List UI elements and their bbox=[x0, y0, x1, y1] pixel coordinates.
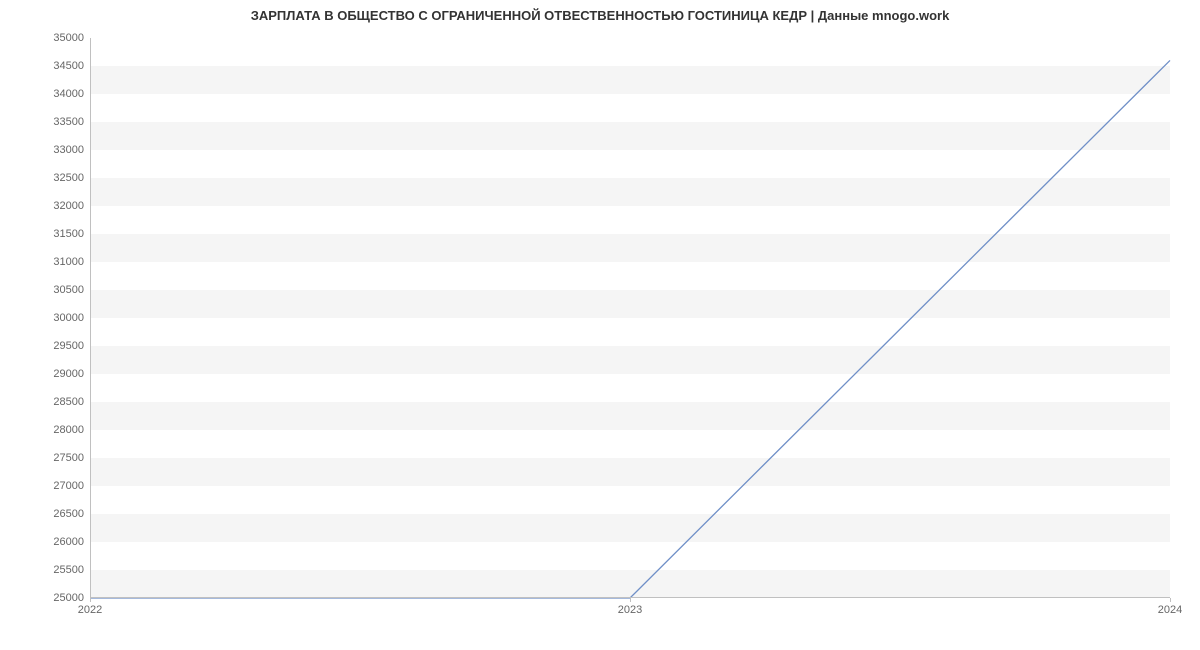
y-tick-label: 32000 bbox=[53, 200, 90, 212]
y-tick-label: 31500 bbox=[53, 228, 90, 240]
y-tick-label: 32500 bbox=[53, 172, 90, 184]
y-tick-label: 29500 bbox=[53, 340, 90, 352]
salary-line-chart: ЗАРПЛАТА В ОБЩЕСТВО С ОГРАНИЧЕННОЙ ОТВЕС… bbox=[0, 0, 1200, 650]
y-tick-label: 34500 bbox=[53, 60, 90, 72]
y-tick-label: 30500 bbox=[53, 284, 90, 296]
x-tick-label: 2022 bbox=[78, 598, 102, 616]
line-layer bbox=[90, 38, 1170, 598]
plot-area: 2500025500260002650027000275002800028500… bbox=[90, 38, 1170, 598]
chart-title: ЗАРПЛАТА В ОБЩЕСТВО С ОГРАНИЧЕННОЙ ОТВЕС… bbox=[0, 8, 1200, 23]
y-tick-label: 35000 bbox=[53, 32, 90, 44]
y-tick-label: 25500 bbox=[53, 564, 90, 576]
y-tick-label: 34000 bbox=[53, 88, 90, 100]
x-tick-label: 2023 bbox=[618, 598, 642, 616]
y-tick-label: 27000 bbox=[53, 480, 90, 492]
y-tick-label: 27500 bbox=[53, 452, 90, 464]
y-tick-label: 33500 bbox=[53, 116, 90, 128]
x-tick-label: 2024 bbox=[1158, 598, 1182, 616]
y-tick-label: 30000 bbox=[53, 312, 90, 324]
y-axis-line bbox=[90, 38, 91, 598]
y-tick-label: 28500 bbox=[53, 396, 90, 408]
y-tick-label: 29000 bbox=[53, 368, 90, 380]
y-tick-label: 28000 bbox=[53, 424, 90, 436]
series-line bbox=[90, 60, 1170, 598]
y-tick-label: 31000 bbox=[53, 256, 90, 268]
y-tick-label: 26000 bbox=[53, 536, 90, 548]
y-tick-label: 33000 bbox=[53, 144, 90, 156]
y-tick-label: 26500 bbox=[53, 508, 90, 520]
